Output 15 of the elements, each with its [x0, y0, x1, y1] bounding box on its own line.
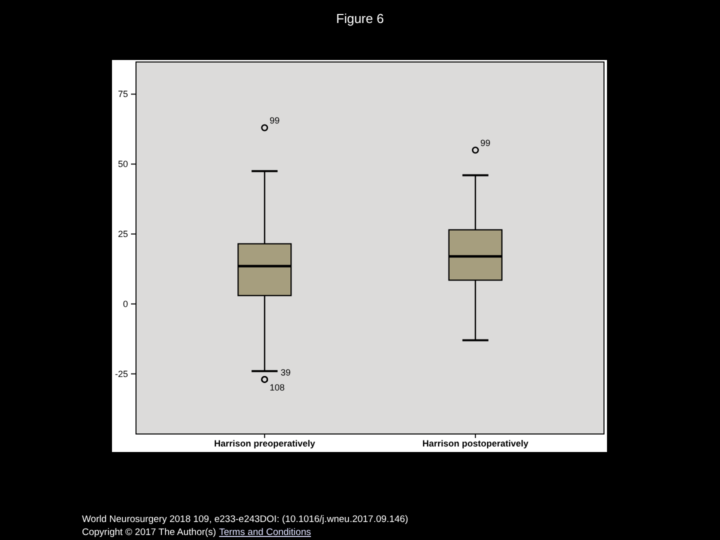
annotation: 99	[480, 138, 490, 148]
annotation: 99	[270, 116, 280, 126]
x-tick-label: Harrison preoperatively	[214, 438, 316, 448]
annotation: 108	[270, 382, 285, 392]
text: World Neurosurgery 2018 109, e233-e243DOI: (10.1016/j.wneu.2017.09.146)	[82, 514, 408, 525]
y-tick-label: 50	[118, 158, 128, 169]
text: Terms and Conditions	[219, 527, 312, 538]
y-tick-label: -25	[114, 368, 128, 379]
y-tick-label: 0	[122, 298, 128, 309]
x-tick-label: Harrison postoperatively	[422, 438, 528, 448]
chart-title: Figure 6	[336, 11, 384, 26]
y-tick-label: 25	[118, 228, 128, 239]
y-tick-label: 75	[118, 89, 128, 100]
annotation: 39	[280, 367, 291, 378]
text: Copyright © 2017 The Author(s)	[82, 527, 216, 538]
